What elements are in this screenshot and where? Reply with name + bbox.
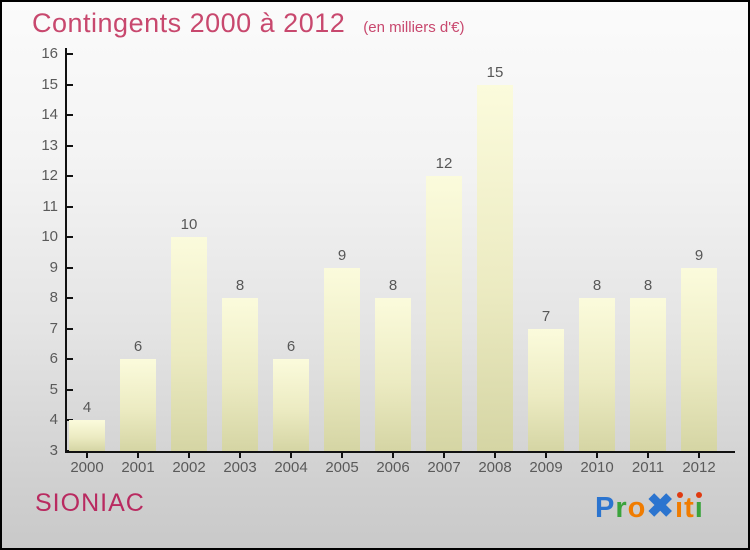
y-tick-label: 5 bbox=[49, 380, 58, 398]
y-tick bbox=[67, 450, 73, 452]
bar-value-label: 8 bbox=[592, 277, 602, 295]
x-tick-label: 2001 bbox=[121, 459, 155, 476]
bar-value-label: 15 bbox=[486, 63, 504, 81]
bar-2002 bbox=[171, 237, 207, 451]
y-tick-label: 6 bbox=[49, 350, 58, 368]
bar-2010 bbox=[579, 298, 615, 451]
x-tick bbox=[86, 453, 88, 458]
bar-value-label: 9 bbox=[337, 246, 347, 264]
x-tick-label: 2005 bbox=[325, 459, 359, 476]
x-tick bbox=[341, 453, 343, 458]
logo-letter-dot bbox=[676, 492, 683, 498]
y-tick-label: 8 bbox=[49, 289, 58, 307]
bar-value-label: 12 bbox=[435, 155, 453, 173]
y-tick bbox=[67, 236, 73, 239]
bar-value-label: 8 bbox=[388, 277, 398, 295]
chart-title: Contingents 2000 à 2012 bbox=[32, 8, 346, 38]
logo-letter: t bbox=[684, 492, 695, 524]
x-tick-label: 2009 bbox=[529, 459, 563, 476]
x-tick-label: 2002 bbox=[172, 459, 206, 476]
bar-2006 bbox=[375, 298, 411, 451]
logo-letter: r bbox=[615, 492, 628, 524]
y-tick bbox=[67, 83, 73, 86]
x-tick-label: 2000 bbox=[70, 459, 104, 476]
x-tick bbox=[545, 453, 547, 458]
bar-value-label: 6 bbox=[133, 338, 143, 356]
x-tick bbox=[392, 453, 394, 458]
x-tick bbox=[443, 453, 445, 458]
bar-2008 bbox=[477, 84, 513, 451]
chart-header: Contingents 2000 à 2012 (en milliers d'€… bbox=[32, 8, 464, 39]
x-tick-label: 2007 bbox=[427, 459, 461, 476]
y-tick-label: 10 bbox=[41, 228, 58, 246]
bar-value-label: 6 bbox=[286, 338, 296, 356]
logo-letter-dot bbox=[696, 492, 703, 498]
x-tick bbox=[647, 453, 649, 458]
x-tick-label: 2003 bbox=[223, 459, 257, 476]
bar-value-label: 10 bbox=[180, 216, 198, 234]
bar-value-label: 8 bbox=[235, 277, 245, 295]
bar-2003 bbox=[222, 298, 258, 451]
x-tick-label: 2006 bbox=[376, 459, 410, 476]
y-tick bbox=[67, 144, 73, 147]
bar-value-label: 4 bbox=[82, 399, 92, 417]
chart-subtitle: (en milliers d'€) bbox=[363, 19, 465, 36]
y-tick-label: 14 bbox=[41, 106, 58, 124]
x-tick bbox=[596, 453, 598, 458]
y-tick bbox=[67, 114, 73, 117]
y-tick-label: 15 bbox=[41, 75, 58, 93]
bar-2007 bbox=[426, 176, 462, 451]
bar-value-label: 9 bbox=[694, 246, 704, 264]
y-tick bbox=[67, 53, 73, 55]
x-tick-label: 2004 bbox=[274, 459, 308, 476]
y-tick-label: 12 bbox=[41, 167, 58, 185]
x-tick bbox=[698, 453, 700, 458]
bar-2001 bbox=[120, 359, 156, 451]
y-tick bbox=[67, 327, 73, 330]
logo-letter: o bbox=[627, 492, 647, 524]
x-tick bbox=[137, 453, 139, 458]
bar-2004 bbox=[273, 359, 309, 451]
y-tick-label: 9 bbox=[49, 258, 58, 276]
logo-letter: P bbox=[595, 492, 616, 524]
bar-value-label: 7 bbox=[541, 307, 551, 325]
y-tick-label: 7 bbox=[49, 319, 58, 337]
y-axis-line bbox=[65, 48, 67, 453]
bar-2005 bbox=[324, 267, 360, 451]
bar-2000 bbox=[69, 420, 105, 451]
y-tick bbox=[67, 297, 73, 300]
y-tick-label: 16 bbox=[41, 45, 58, 62]
bar-2011 bbox=[630, 298, 666, 451]
logo-letter: ✖ bbox=[646, 487, 676, 524]
x-tick-label: 2008 bbox=[478, 459, 512, 476]
x-tick-label: 2011 bbox=[631, 459, 665, 476]
y-tick bbox=[67, 388, 73, 391]
x-tick-label: 2010 bbox=[580, 459, 614, 476]
x-tick bbox=[494, 453, 496, 458]
x-tick bbox=[188, 453, 190, 458]
place-name: SIONIAC bbox=[35, 489, 145, 517]
bar-2012 bbox=[681, 267, 717, 451]
y-tick-label: 13 bbox=[41, 136, 58, 154]
x-tick bbox=[239, 453, 241, 458]
x-tick bbox=[290, 453, 292, 458]
x-axis-line bbox=[65, 451, 735, 453]
y-tick-label: 4 bbox=[49, 411, 58, 429]
y-tick-label: 11 bbox=[42, 197, 58, 215]
y-tick bbox=[67, 205, 73, 208]
y-tick bbox=[67, 175, 73, 178]
bar-2009 bbox=[528, 328, 564, 451]
y-tick bbox=[67, 358, 73, 361]
x-tick-label: 2012 bbox=[682, 459, 716, 476]
y-tick-label: 3 bbox=[49, 442, 58, 459]
y-tick bbox=[67, 266, 73, 269]
bar-value-label: 8 bbox=[643, 277, 653, 295]
logo-letter: ı bbox=[675, 492, 685, 524]
logo-letter: ı bbox=[694, 492, 704, 524]
